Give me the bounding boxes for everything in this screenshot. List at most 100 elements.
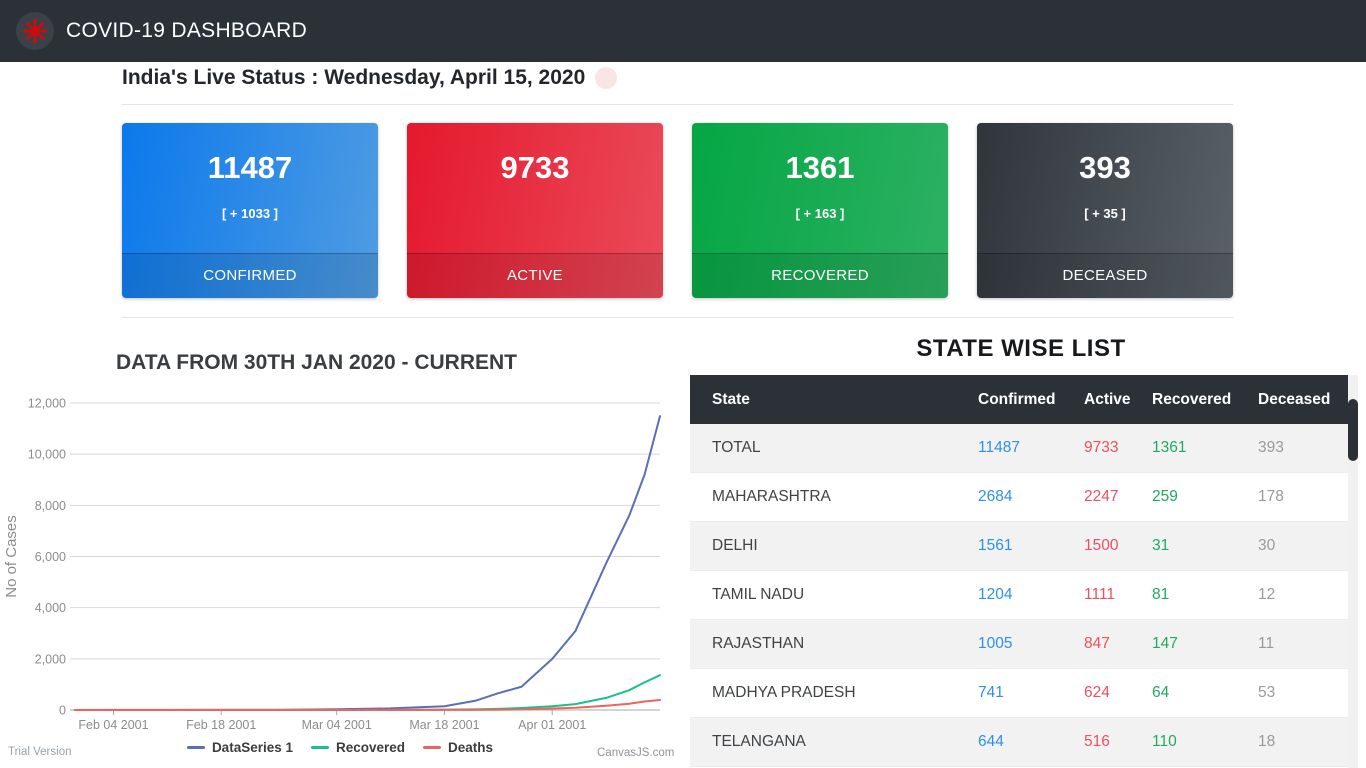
cell-deceased: 18: [1258, 733, 1276, 750]
live-pulse-dot: [595, 67, 618, 89]
cell-recovered: 64: [1152, 684, 1170, 701]
series-line-recovered: [74, 674, 661, 711]
cell-active: 1500: [1084, 537, 1119, 554]
cell-state: MADHYA PRADESH: [712, 684, 856, 701]
cell-confirmed: 1005: [978, 635, 1013, 652]
legend-swatch: [423, 746, 442, 749]
table-row-madhya-pradesh: MADHYA PRADESH 741 624 64 53: [690, 669, 1348, 718]
cell-deceased: 12: [1258, 586, 1276, 603]
cell-active: 624: [1084, 684, 1110, 701]
cell-recovered: 147: [1152, 635, 1178, 652]
cell-recovered: 81: [1152, 586, 1170, 603]
recovered-label: RECOVERED: [692, 253, 948, 298]
card-recovered: 1361 [ + 163 ] RECOVERED: [692, 123, 948, 298]
cell-deceased: 11: [1258, 635, 1275, 652]
cell-active: 9733: [1084, 439, 1119, 456]
recovered-delta: [ + 163 ]: [795, 206, 845, 221]
x-tick-label: Feb 04 2001: [78, 718, 148, 732]
active-count: 9733: [500, 150, 570, 185]
table-body: TOTAL 11487 9733 1361 393 MAHARASHTRA 2684 2247…: [690, 424, 1358, 767]
cell-deceased: 30: [1258, 537, 1276, 554]
cell-deceased: 178: [1258, 488, 1284, 505]
cell-state: DELHI: [712, 537, 758, 554]
table-scrollbar-thumb[interactable]: [1348, 399, 1358, 461]
cell-confirmed: 11487: [978, 439, 1020, 456]
chart-legend: DataSeries 1 Recovered Deaths: [0, 740, 680, 755]
y-tick-label: 2,000: [35, 652, 66, 666]
col-header-active: Active: [1084, 390, 1131, 408]
cell-active: 1111: [1084, 586, 1116, 603]
x-tick-label: Mar 04 2001: [302, 718, 372, 732]
chart-title: DATA FROM 30TH JAN 2020 - CURRENT: [116, 351, 517, 374]
y-tick-label: 6,000: [35, 550, 66, 564]
cell-active: 2247: [1084, 488, 1119, 505]
virus-icon: [23, 19, 47, 43]
cell-state: TOTAL: [712, 439, 761, 456]
legend-label: DataSeries 1: [211, 740, 293, 755]
app-header: COVID-19 DASHBOARD: [0, 0, 1366, 62]
deceased-count: 393: [1079, 150, 1131, 185]
cell-confirmed: 1204: [978, 586, 1013, 603]
active-label: ACTIVE: [407, 253, 663, 298]
x-tick-label: Feb 18 2001: [186, 718, 256, 732]
legend-swatch: [311, 746, 329, 749]
recovered-count: 1361: [785, 150, 855, 185]
table-row-total: TOTAL 11487 9733 1361 393: [690, 424, 1348, 473]
canvasjs-credit-link[interactable]: CanvasJS.com: [597, 747, 675, 759]
y-tick-label: 10,000: [28, 448, 66, 462]
app-title: COVID-19 DASHBOARD: [66, 19, 308, 42]
cell-deceased: 393: [1258, 439, 1284, 456]
y-axis-title: No of Cases: [3, 515, 20, 598]
cell-state: MAHARASHTRA: [712, 488, 831, 505]
confirmed-delta: [ + 1033 ]: [221, 206, 278, 221]
card-active: 9733 ACTIVE: [407, 123, 663, 298]
series-line-dataseries-1: [74, 415, 661, 711]
y-tick-label: 8,000: [35, 499, 66, 513]
y-tick-label: 4,000: [35, 601, 66, 615]
legend-item-dataseries-1[interactable]: DataSeries 1: [186, 740, 293, 755]
cell-recovered: 110: [1152, 733, 1177, 750]
legend-label: Deaths: [448, 740, 494, 755]
cell-confirmed: 1561: [978, 537, 1013, 554]
status-heading-text: India's Live Status : Wednesday, April 1…: [122, 66, 586, 89]
cases-line-chart[interactable]: 0 2,000 4,000 6,000 8,000 10,000 12,000 Feb 04 …: [0, 385, 680, 735]
legend-item-deaths[interactable]: Deaths: [423, 740, 493, 755]
cell-recovered: 259: [1152, 488, 1178, 505]
legend-item-recovered[interactable]: Recovered: [311, 740, 405, 755]
statewise-table: State Confirmed Active Recovered Decease…: [690, 375, 1358, 768]
cell-recovered: 31: [1152, 537, 1170, 554]
cell-active: 847: [1084, 635, 1110, 652]
cell-confirmed: 644: [978, 733, 1004, 750]
active-delta: [407, 206, 663, 222]
divider: [122, 317, 1233, 318]
series-line-deaths: [74, 698, 661, 711]
divider: [122, 104, 1233, 105]
legend-label: Recovered: [336, 740, 406, 755]
cell-active: 516: [1084, 733, 1110, 750]
x-tick-label: Apr 01 2001: [518, 718, 586, 732]
cell-recovered: 1361: [1152, 439, 1187, 456]
cell-confirmed: 741: [978, 684, 1004, 701]
confirmed-label: CONFIRMED: [122, 253, 378, 298]
deceased-delta: [ + 35 ]: [1084, 206, 1126, 221]
table-row-tamil-nadu: TAMIL NADU 1204 1111 81 12: [690, 571, 1348, 620]
deceased-label: DECEASED: [977, 253, 1233, 298]
table-row-telangana: TELANGANA 644 516 110 18: [690, 718, 1348, 767]
cell-state: TELANGANA: [712, 733, 806, 750]
table-scrollbar-track[interactable]: [1348, 375, 1358, 768]
table-header-row: State Confirmed Active Recovered Decease…: [690, 375, 1348, 424]
table-row-rajasthan: RAJASTHAN 1005 847 147 11: [690, 620, 1348, 669]
col-header-confirmed: Confirmed: [978, 390, 1056, 408]
confirmed-count: 11487: [207, 150, 293, 185]
cell-state: RAJASTHAN: [712, 635, 805, 652]
col-header-state: State: [712, 390, 750, 408]
col-header-deceased: Deceased: [1258, 390, 1331, 408]
cell-confirmed: 2684: [978, 488, 1013, 505]
table-row-maharashtra: MAHARASHTRA 2684 2247 259 178: [690, 473, 1348, 522]
table-row-delhi: DELHI 1561 1500 31 30: [690, 522, 1348, 571]
x-tick-label: Mar 18 2001: [409, 718, 479, 732]
statewise-table-title: STATE WISE LIST: [916, 335, 1126, 362]
trial-version-label: Trial Version: [8, 746, 72, 758]
status-heading: India's Live Status : Wednesday, April 1…: [122, 66, 618, 90]
legend-swatch: [186, 746, 205, 749]
